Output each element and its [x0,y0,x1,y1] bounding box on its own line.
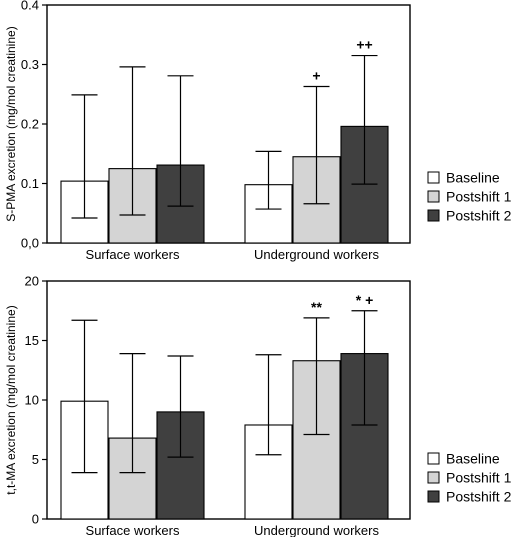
x-category-label: Surface workers [86,523,180,537]
legend-label: Baseline [446,170,500,186]
y-tick-label: 10 [25,393,39,408]
legend-swatch [427,209,440,222]
y-tick-label: 20 [25,274,39,289]
y-tick-label: 0 [32,512,39,527]
significance-marker: ** [311,299,322,315]
y-tick-label: 15 [25,333,39,348]
chart-s-pma: 0,0 0.1 0.2 0.3 0.4S-PMA excretion (mg/mol c… [4,0,512,262]
x-category-label: Underground workers [254,523,380,537]
y-tick-label: 0.4 [21,0,39,13]
significance-marker: * + [356,292,374,308]
y-tick-label: 0.2 [21,117,39,132]
y-tick-label: 0.1 [21,176,39,191]
legend-label: Postshift 1 [446,189,512,205]
legend-label: Postshift 2 [446,208,512,224]
significance-marker: ++ [356,37,372,53]
legend-swatch [427,471,440,484]
legend-swatch [427,490,440,503]
legend-label: Postshift 2 [446,489,512,505]
legend-swatch [427,171,440,184]
significance-marker: + [312,68,320,84]
x-category-label: Underground workers [254,247,380,262]
legend-swatch [427,452,440,465]
x-category-label: Surface workers [86,247,180,262]
y-tick-label: 0,0 [21,236,39,251]
y-tick-label: 5 [32,452,39,467]
legend-label: Postshift 1 [446,470,512,486]
y-tick-label: 0.3 [21,57,39,72]
legend-swatch [427,190,440,203]
y-axis-title: t,t-MA excretion (mg/mol creatinine) [4,305,18,494]
legend-label: Baseline [446,451,500,467]
chart-ttma: 0 5 10 15 20 t,t-MA excretion (mg/mol creatin… [4,274,512,537]
y-axis-title: S-PMA excretion (mg/mol creatinine) [4,26,18,221]
